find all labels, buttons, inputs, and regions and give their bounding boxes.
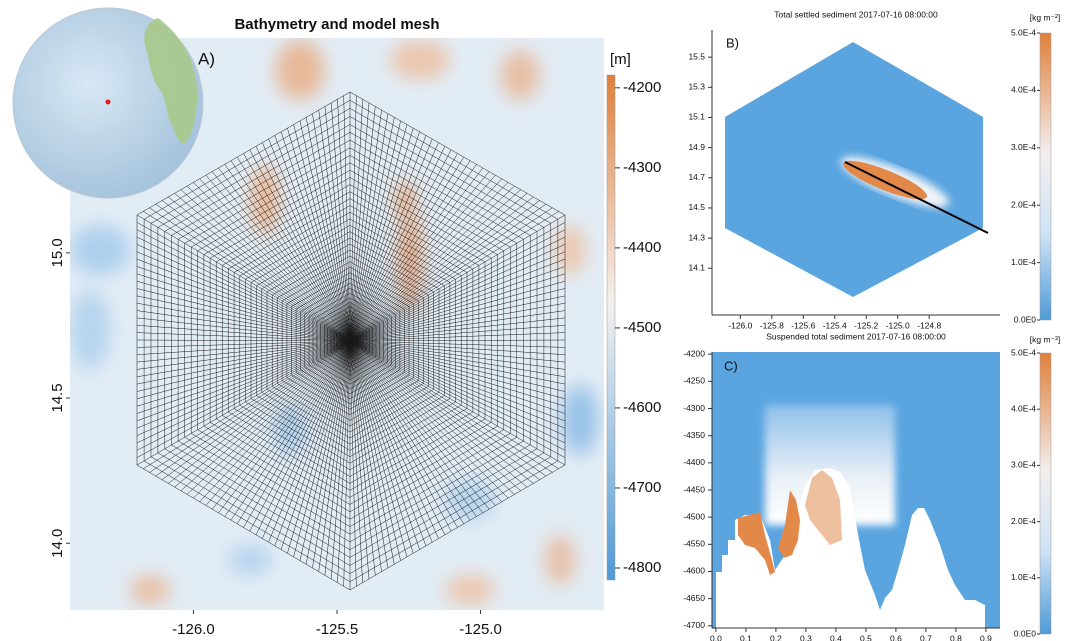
- settled-sediment-field: [725, 42, 988, 297]
- colorbar-tick-label: -4300: [623, 159, 661, 176]
- colorbar-tick-label: 5.0E-4: [1011, 27, 1036, 37]
- suspended-sediment-field: [712, 352, 1000, 628]
- colorbar-unit: [kg m⁻²]: [1030, 12, 1060, 22]
- y-tick-label: 15.3: [688, 82, 705, 92]
- colorbar-tick-label: 1.0E-4: [1011, 572, 1036, 582]
- y-tick-label: -4200: [683, 348, 705, 358]
- y-tick-label: 14.5: [688, 202, 705, 212]
- y-tick-label: 15.0: [49, 238, 66, 267]
- colorbar-tick-label: 2.0E-4: [1011, 199, 1036, 209]
- x-tick-label: -126.0: [728, 320, 752, 330]
- panel-label: A): [198, 49, 215, 68]
- figure: [m] [kg m⁻²] [kg m⁻³] Bathymetry and mod…: [0, 0, 1073, 641]
- globe-inset: [13, 8, 203, 198]
- colorbar-tick-label: 4.0E-4: [1011, 403, 1036, 413]
- x-tick-label: -125.0: [886, 320, 910, 330]
- colorbar-tick-label: 3.0E-4: [1011, 142, 1036, 152]
- colorbar-unit: [kg m⁻³]: [1030, 334, 1060, 344]
- panel-label: B): [726, 35, 739, 50]
- colorbar-unit: [m]: [610, 51, 631, 68]
- colorbar: [607, 75, 615, 580]
- chart-title: Total settled sediment 2017-07-16 08:00:…: [774, 9, 938, 19]
- y-tick-label: 14.7: [688, 172, 705, 182]
- colorbar-tick-label: 2.0E-4: [1011, 516, 1036, 526]
- y-tick-label: 15.5: [688, 51, 705, 61]
- y-tick-label: -4450: [683, 484, 705, 494]
- y-tick-label: 14.1: [688, 263, 705, 273]
- x-tick-label: -125.8: [760, 320, 784, 330]
- panel-label: C): [724, 358, 738, 373]
- x-tick-label: 0.1: [740, 633, 752, 641]
- chart-title: Bathymetry and model mesh: [234, 16, 439, 33]
- x-tick-label: -125.6: [791, 320, 815, 330]
- colorbar-tick-label: -4600: [623, 399, 661, 416]
- colorbar-tick-label: -4200: [623, 79, 661, 96]
- y-tick-label: 15.1: [688, 112, 705, 122]
- colorbar: [1040, 353, 1051, 634]
- x-tick-label: 0.8: [950, 633, 962, 641]
- colorbar-tick-label: 3.0E-4: [1011, 460, 1036, 470]
- y-tick-label: 14.9: [688, 142, 705, 152]
- colorbar-tick-label: 0.0E0: [1014, 628, 1036, 638]
- x-tick-label: 0.0: [710, 633, 722, 641]
- x-tick-label: -125.5: [316, 621, 359, 638]
- y-tick-label: -4500: [683, 511, 705, 521]
- x-tick-label: 0.5: [860, 633, 872, 641]
- colorbar-tick-label: 0.0E0: [1014, 314, 1036, 324]
- y-tick-label: -4350: [683, 430, 705, 440]
- x-tick-label: 0.6: [890, 633, 902, 641]
- colorbar-tick-label: -4500: [623, 319, 661, 336]
- colorbar-tick-label: -4700: [623, 479, 661, 496]
- colorbar-tick-label: -4400: [623, 239, 661, 256]
- x-tick-label: -125.2: [854, 320, 878, 330]
- y-tick-label: -4250: [683, 376, 705, 386]
- y-tick-label: -4550: [683, 539, 705, 549]
- x-tick-label: -126.0: [172, 621, 215, 638]
- x-tick-label: 0.2: [770, 633, 782, 641]
- x-tick-label: -124.8: [917, 320, 941, 330]
- x-tick-label: 0.7: [920, 633, 932, 641]
- y-tick-label: -4400: [683, 457, 705, 467]
- y-tick-label: -4300: [683, 403, 705, 413]
- x-tick-label: -125.4: [823, 320, 847, 330]
- colorbar: [1040, 33, 1051, 320]
- x-tick-label: 0.9: [980, 633, 992, 641]
- y-tick-label: -4600: [683, 566, 705, 576]
- y-tick-label: 14.3: [688, 232, 705, 242]
- y-tick-label: -4700: [683, 620, 705, 630]
- y-tick-label: -4650: [683, 593, 705, 603]
- colorbar-tick-label: 5.0E-4: [1011, 347, 1036, 357]
- chart-title: Suspended total sediment 2017-07-16 08:0…: [766, 331, 946, 341]
- colorbar-tick-label: 4.0E-4: [1011, 85, 1036, 95]
- y-tick-label: 14.0: [49, 529, 66, 558]
- colorbar-tick-label: 1.0E-4: [1011, 257, 1036, 267]
- x-tick-label: 0.3: [800, 633, 812, 641]
- y-tick-label: 14.5: [49, 383, 66, 412]
- colorbar-tick-label: -4800: [623, 559, 661, 576]
- x-tick-label: -125.0: [459, 621, 502, 638]
- x-tick-label: 0.4: [830, 633, 842, 641]
